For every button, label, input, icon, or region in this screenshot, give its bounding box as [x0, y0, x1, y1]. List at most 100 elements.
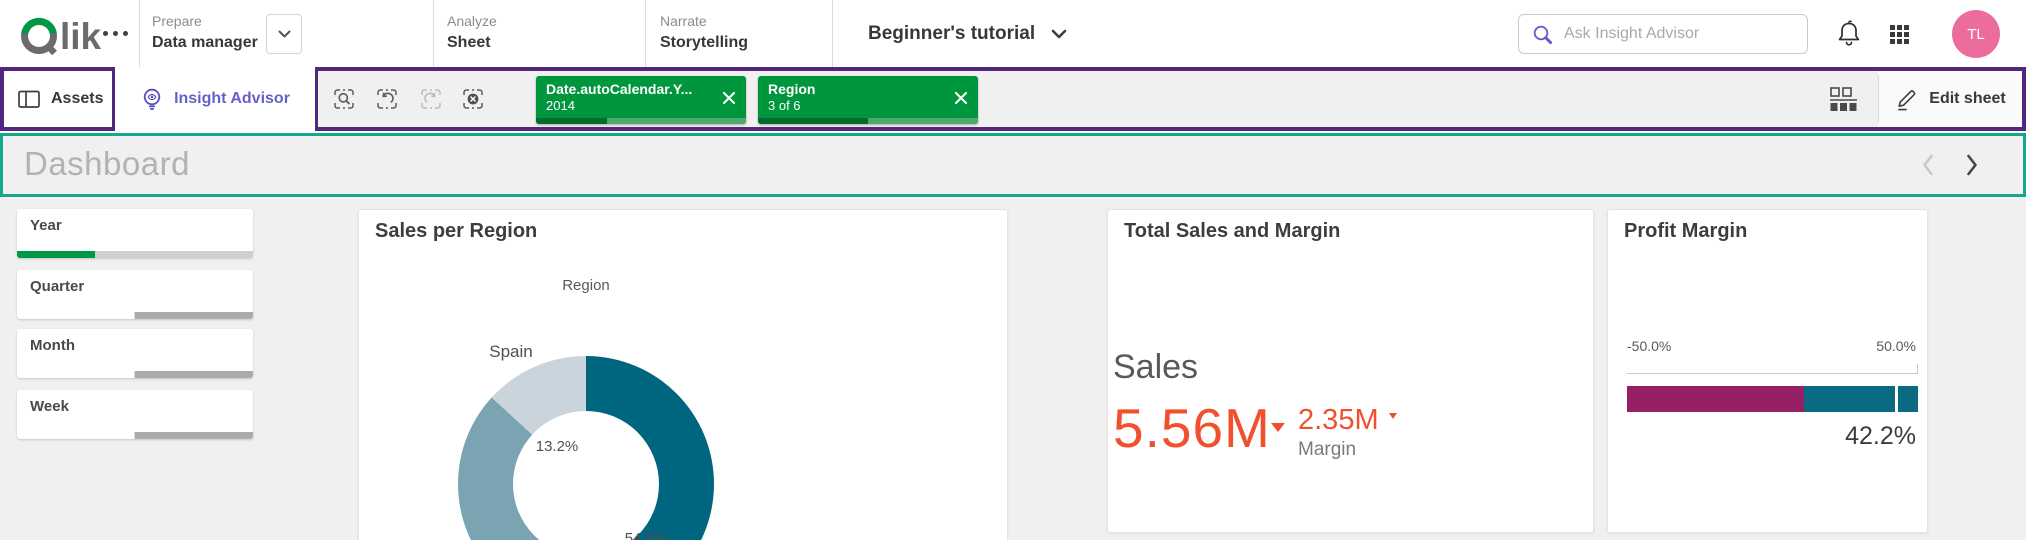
- kpi-secondary: 2.35M Margin: [1298, 404, 1398, 461]
- navbar-divider: [645, 0, 646, 68]
- filter-label: Quarter: [30, 278, 85, 295]
- navbar-divider: [433, 0, 434, 68]
- donut-chart[interactable]: [458, 356, 714, 540]
- app-title-menu[interactable]: Beginner's tutorial: [868, 0, 1067, 68]
- gauge-value: 42.2%: [1845, 422, 1916, 450]
- nav-narrate-label: Narrate: [660, 13, 707, 29]
- pie-slice-percent: 13.2%: [535, 438, 579, 455]
- selection-chip-value: 2014: [546, 98, 575, 113]
- selection-chip[interactable]: Region 3 of 6: [758, 76, 978, 124]
- gauge-max-label: 50.0%: [1876, 338, 1916, 354]
- trend-down-icon: [1389, 413, 1398, 419]
- nav-prepare[interactable]: Prepare Data manager: [152, 11, 258, 55]
- remove-selection-button[interactable]: [953, 90, 969, 106]
- selection-chip-field: Region: [768, 81, 816, 97]
- assets-label: Assets: [51, 90, 104, 107]
- total-sales-margin-kpi[interactable]: Total Sales and Margin Sales 5.56M 2.35M…: [1107, 209, 1594, 533]
- sheet-content: Year Quarter Month Week Sales per Region…: [0, 197, 2026, 540]
- kpi-label: Sales: [1113, 348, 1199, 386]
- step-back-icon: [377, 89, 397, 109]
- clear-selections-button[interactable]: [461, 87, 485, 111]
- gauge-marker: [1895, 386, 1899, 412]
- selection-state-bar: [17, 371, 253, 378]
- gauge-axis: [1627, 364, 1918, 374]
- chart-title: Total Sales and Margin: [1124, 220, 1341, 242]
- selection-progress: [536, 118, 746, 124]
- sheet-title: Dashboard: [24, 145, 190, 182]
- filter-month[interactable]: Month: [17, 329, 253, 378]
- kpi-value: 5.56M: [1113, 397, 1271, 459]
- nav-analyze[interactable]: Analyze Sheet: [447, 11, 497, 55]
- svg-text:lik: lik: [60, 16, 102, 57]
- insight-advisor-button[interactable]: Insight Advisor: [112, 67, 318, 131]
- remove-selection-button[interactable]: [721, 90, 737, 106]
- nav-prepare-label: Prepare: [152, 13, 202, 29]
- selection-chip-value: 3 of 6: [768, 98, 801, 113]
- nav-prepare-value: Data manager: [152, 34, 258, 51]
- smart-search-button[interactable]: [332, 87, 356, 111]
- edit-sheet-button[interactable]: Edit sheet: [1879, 71, 2022, 127]
- app-launcher-button[interactable]: [1890, 25, 1909, 44]
- sales-per-region-chart[interactable]: Sales per Region Region Spain 13.2% 54.5…: [358, 209, 1008, 540]
- kpi-secondary-value: 2.35M: [1298, 404, 1379, 436]
- nav-analyze-value: Sheet: [447, 34, 491, 51]
- grid-icon: [1890, 25, 1895, 30]
- next-sheet-button[interactable]: [1965, 153, 1979, 177]
- gauge-min-label: -50.0%: [1627, 338, 1672, 354]
- sheet-zones-button[interactable]: [1830, 87, 1857, 116]
- chevron-left-icon: [1923, 154, 1933, 176]
- sheet-toolbar: Assets Insight Advisor: [0, 67, 2026, 131]
- pie-dimension-label: Region: [562, 277, 610, 294]
- filter-week[interactable]: Week: [17, 390, 253, 439]
- assets-panel-icon: [18, 90, 40, 108]
- smart-search-icon: [334, 89, 354, 109]
- gauge-segment: [1803, 386, 1918, 412]
- qlik-logo[interactable]: lik: [18, 12, 104, 63]
- chevron-down-icon: [1051, 29, 1067, 39]
- selection-state-bar: [17, 312, 253, 319]
- prepare-dropdown-button[interactable]: [266, 14, 302, 54]
- insight-advisor-search: [1518, 14, 1808, 54]
- filter-label: Month: [30, 337, 75, 354]
- toolbar-divider: [1878, 75, 1879, 123]
- chart-title: Profit Margin: [1624, 220, 1748, 242]
- gauge-axis-tick: [1917, 364, 1918, 374]
- user-avatar[interactable]: TL: [1952, 10, 2000, 58]
- insight-advisor-label: Insight Advisor: [174, 90, 290, 107]
- qlik-logo-icon: lik: [21, 16, 102, 57]
- close-icon: [722, 91, 736, 105]
- gauge-segment: [1627, 386, 1804, 412]
- insight-advisor-bulb-icon: [143, 88, 161, 110]
- chart-title: Sales per Region: [375, 220, 538, 242]
- gauge-bar: [1627, 386, 1918, 412]
- notifications-button[interactable]: [1835, 19, 1863, 54]
- step-forward-button: [419, 87, 443, 111]
- trend-down-icon: [1271, 423, 1285, 432]
- selection-progress: [758, 118, 978, 124]
- navbar-divider: [139, 0, 140, 68]
- edit-sheet-label: Edit sheet: [1929, 90, 2006, 107]
- selection-chip-field: Date.autoCalendar.Y...: [546, 81, 693, 97]
- top-navbar: lik Prepare Data manager Analyze Sheet N…: [0, 0, 2026, 68]
- filter-label: Week: [30, 398, 69, 415]
- nav-narrate[interactable]: Narrate Storytelling: [660, 11, 748, 55]
- assets-button[interactable]: Assets: [18, 71, 103, 127]
- avatar-initials: TL: [1967, 25, 1985, 43]
- profit-margin-gauge[interactable]: Profit Margin -50.0% 50.0% 42.2%: [1607, 209, 1928, 533]
- pie-slice-label: Spain: [489, 342, 533, 361]
- donut-hole: [513, 411, 659, 540]
- step-forward-icon: [421, 89, 441, 109]
- pencil-icon: [1898, 90, 1916, 111]
- close-icon: [954, 91, 968, 105]
- filter-quarter[interactable]: Quarter: [17, 270, 253, 319]
- previous-sheet-button: [1921, 153, 1935, 177]
- step-back-button[interactable]: [375, 87, 399, 111]
- nav-narrate-value: Storytelling: [660, 34, 749, 51]
- search-input[interactable]: [1564, 25, 1784, 43]
- selection-state-bar: [17, 432, 253, 439]
- more-menu-button[interactable]: [103, 31, 128, 36]
- filter-year[interactable]: Year: [17, 209, 253, 258]
- filter-label: Year: [30, 217, 62, 234]
- selection-chip[interactable]: Date.autoCalendar.Y... 2014: [536, 76, 746, 124]
